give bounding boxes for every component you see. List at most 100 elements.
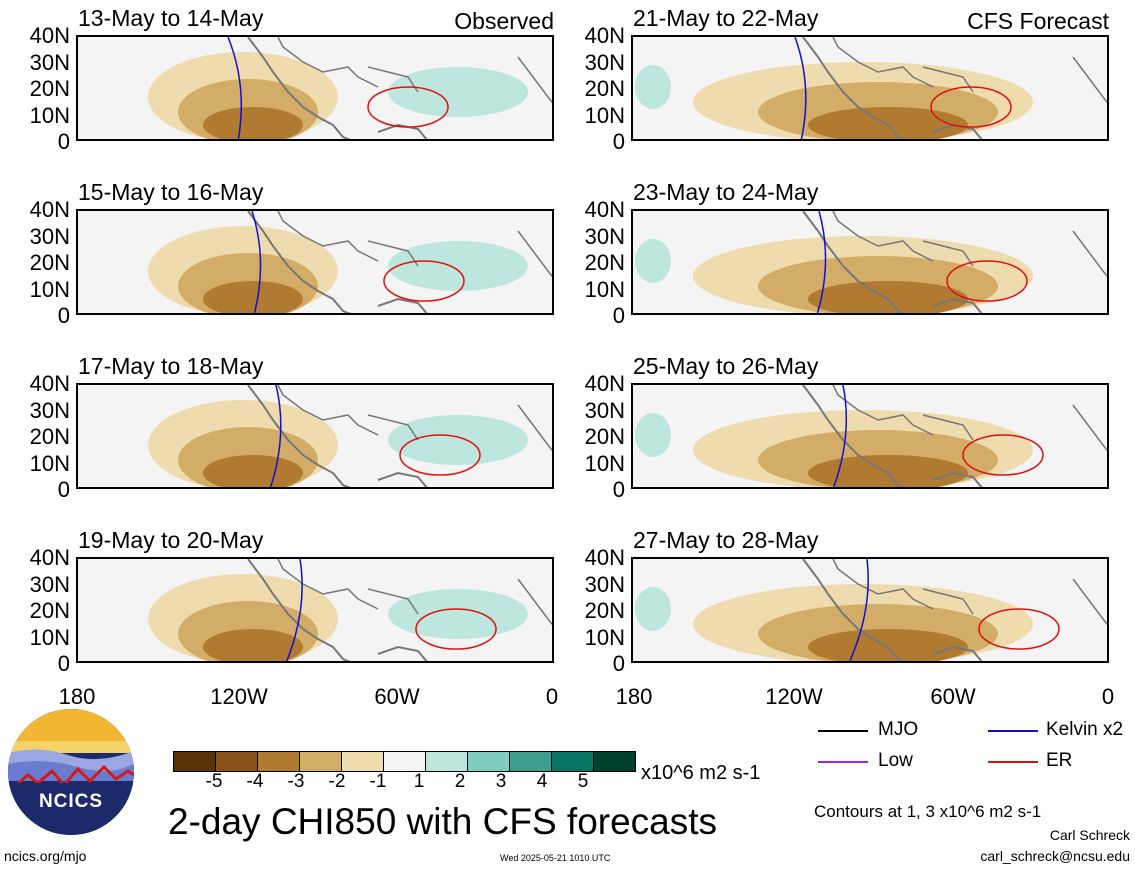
map-panel-left-4 bbox=[76, 557, 554, 663]
colorbar-label-9: 5 bbox=[577, 771, 589, 792]
y-tick-left-2-1: 30N bbox=[29, 223, 70, 249]
y-tick-left-1-2: 20N bbox=[29, 76, 70, 101]
site-url: ncics.org/mjo bbox=[4, 848, 87, 864]
colorbar-swatch-4 bbox=[342, 752, 384, 771]
y-tick-left-2-4: 0 bbox=[57, 303, 70, 328]
y-tick-right-2-2: 20N bbox=[584, 250, 625, 275]
colorbar-swatch-6 bbox=[426, 752, 468, 771]
email: carl_schreck@ncsu.edu bbox=[980, 848, 1130, 864]
panel-title-right-4: 27-May to 28-May bbox=[633, 527, 819, 553]
x-tick-left-60w: 60W bbox=[374, 684, 420, 709]
logo-text: NCICS bbox=[38, 791, 104, 812]
legend-low-line bbox=[818, 761, 868, 763]
panel-title-left-4: 19-May to 20-May bbox=[78, 527, 264, 553]
colorbar-swatch-7 bbox=[468, 752, 510, 771]
colorbar-swatch-8 bbox=[510, 752, 552, 771]
y-tick-left-3-0: 40N bbox=[29, 371, 70, 396]
colorbar-swatch-9 bbox=[552, 752, 594, 771]
colorbar-label-8: 4 bbox=[536, 771, 548, 792]
y-tick-right-1-4: 0 bbox=[612, 129, 625, 154]
map-panel-right-1 bbox=[631, 35, 1109, 141]
panel-title-right-3: 25-May to 26-May bbox=[633, 353, 819, 379]
y-tick-left-2-0: 40N bbox=[29, 197, 70, 222]
panel-tag-left-1: Observed bbox=[454, 8, 554, 34]
y-tick-right-2-3: 10N bbox=[584, 276, 625, 302]
y-tick-left-4-4: 0 bbox=[57, 651, 70, 676]
y-tick-right-4-3: 10N bbox=[584, 624, 625, 650]
colorbar-label-0: -5 bbox=[205, 771, 223, 792]
x-tick-left-180: 180 bbox=[58, 684, 96, 709]
colorbar-label-2: -3 bbox=[287, 771, 305, 792]
y-tick-right-2-0: 40N bbox=[584, 197, 625, 222]
legend-kelvin-line bbox=[988, 730, 1038, 732]
x-tick-right-120w: 120W bbox=[765, 684, 823, 709]
legend-er-label: ER bbox=[1046, 750, 1073, 771]
map-panel-left-1 bbox=[76, 35, 554, 141]
y-tick-left-4-2: 20N bbox=[29, 598, 70, 623]
legend-mjo-line bbox=[818, 730, 868, 732]
y-tick-left-1-0: 40N bbox=[29, 23, 70, 48]
colorbar-swatch-1 bbox=[216, 752, 258, 771]
y-tick-left-1-4: 0 bbox=[57, 129, 70, 154]
panel-title-left-1: 13-May to 14-May bbox=[78, 5, 264, 31]
main-title: 2-day CHI850 with CFS forecasts bbox=[168, 801, 718, 842]
colorbar-swatch-5 bbox=[384, 752, 426, 771]
timestamp: Wed 2025-05-21 1010 UTC bbox=[500, 853, 611, 863]
y-tick-right-3-2: 20N bbox=[584, 424, 625, 449]
map-panel-right-4 bbox=[631, 557, 1109, 663]
author: Carl Schreck bbox=[1049, 827, 1130, 843]
y-tick-left-3-1: 30N bbox=[29, 397, 70, 423]
y-tick-right-3-4: 0 bbox=[612, 477, 625, 502]
colorbar-label-6: 2 bbox=[454, 771, 466, 792]
y-tick-left-1-1: 30N bbox=[29, 49, 70, 75]
panel-title-right-1: 21-May to 22-May bbox=[633, 5, 819, 31]
y-tick-left-3-3: 10N bbox=[29, 450, 70, 476]
y-tick-right-2-4: 0 bbox=[612, 303, 625, 328]
map-panel-right-3 bbox=[631, 383, 1109, 489]
legend-er-line bbox=[988, 761, 1038, 763]
colorbar-units: x10^6 m2 s-1 bbox=[641, 762, 761, 784]
colorbar-swatch-10 bbox=[594, 752, 635, 771]
map-panel-left-3 bbox=[76, 383, 554, 489]
map-panel-right-2 bbox=[631, 209, 1109, 315]
x-tick-right-0: 0 bbox=[1101, 684, 1115, 709]
y-tick-right-3-1: 30N bbox=[584, 397, 625, 423]
panel-title-left-3: 17-May to 18-May bbox=[78, 353, 264, 379]
ncics-logo: NCICS bbox=[8, 709, 134, 835]
colorbar-label-4: -1 bbox=[369, 771, 387, 792]
colorbar-label-5: 1 bbox=[413, 771, 425, 792]
panel-title-right-2: 23-May to 24-May bbox=[633, 179, 819, 205]
y-tick-right-3-0: 40N bbox=[584, 371, 625, 396]
y-tick-left-3-2: 20N bbox=[29, 424, 70, 449]
colorbar-label-7: 3 bbox=[495, 771, 507, 792]
map-panel-left-2 bbox=[76, 209, 554, 315]
y-tick-right-4-2: 20N bbox=[584, 598, 625, 623]
y-tick-left-1-3: 10N bbox=[29, 102, 70, 128]
y-tick-right-1-0: 40N bbox=[584, 23, 625, 48]
colorbar-swatch-2 bbox=[258, 752, 300, 771]
y-tick-right-2-1: 30N bbox=[584, 223, 625, 249]
x-tick-right-180: 180 bbox=[615, 684, 653, 709]
y-tick-right-3-3: 10N bbox=[584, 450, 625, 476]
y-tick-left-3-4: 0 bbox=[57, 477, 70, 502]
y-tick-left-2-2: 20N bbox=[29, 250, 70, 275]
colorbar-label-3: -2 bbox=[328, 771, 346, 792]
x-tick-left-120w: 120W bbox=[210, 684, 268, 709]
x-tick-left-0: 0 bbox=[545, 684, 559, 709]
y-tick-left-4-1: 30N bbox=[29, 571, 70, 597]
legend-low-label: Low bbox=[878, 750, 913, 771]
y-tick-left-2-3: 10N bbox=[29, 276, 70, 302]
y-tick-left-4-0: 40N bbox=[29, 545, 70, 570]
colorbar-swatch-3 bbox=[300, 752, 342, 771]
x-tick-right-60w: 60W bbox=[930, 684, 976, 709]
colorbar-label-1: -4 bbox=[246, 771, 264, 792]
y-tick-right-1-2: 20N bbox=[584, 76, 625, 101]
y-tick-right-4-1: 30N bbox=[584, 571, 625, 597]
y-tick-right-4-0: 40N bbox=[584, 545, 625, 570]
y-tick-right-1-3: 10N bbox=[584, 102, 625, 128]
panel-title-left-2: 15-May to 16-May bbox=[78, 179, 264, 205]
colorbar bbox=[173, 751, 636, 772]
y-tick-left-4-3: 10N bbox=[29, 624, 70, 650]
legend-mjo-label: MJO bbox=[878, 719, 919, 740]
legend-kelvin-label: Kelvin x2 bbox=[1046, 719, 1124, 740]
